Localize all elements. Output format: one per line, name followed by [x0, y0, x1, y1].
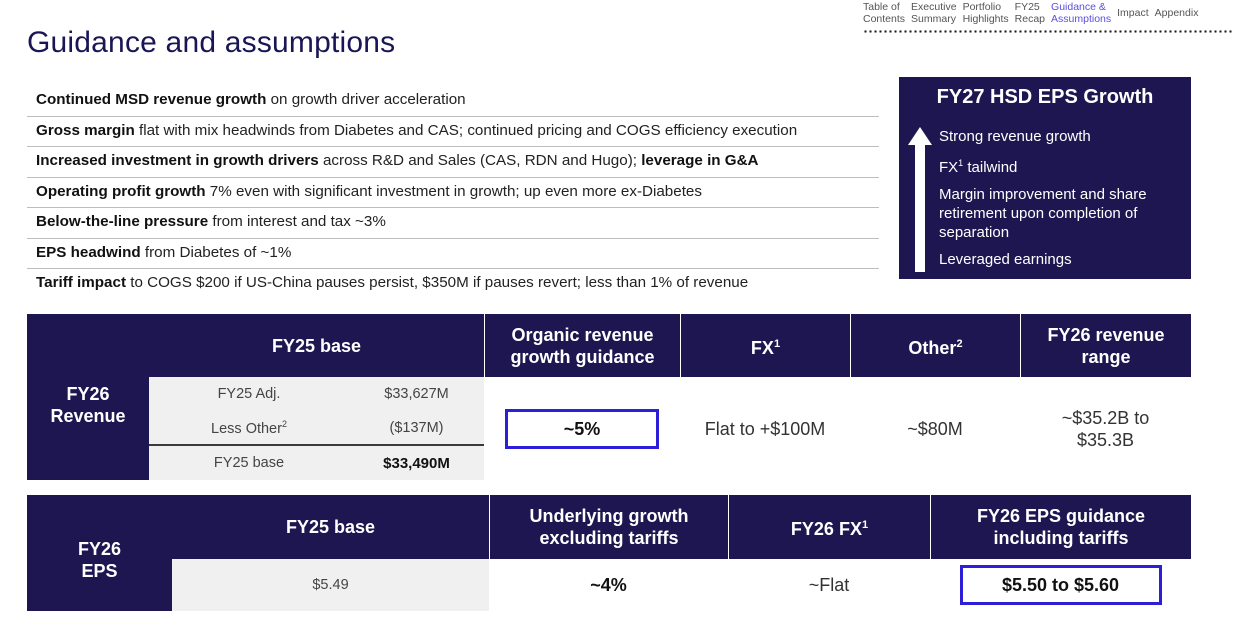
eps-fx-value: ~Flat: [808, 574, 850, 595]
assumption-row: Continued MSD revenue growth on growth d…: [27, 86, 879, 117]
nav-item-executive-summary[interactable]: Executive Summary: [911, 1, 957, 25]
eps-guidance-highlight: $5.50 to $5.60: [959, 565, 1162, 605]
assumption-row: Below-the-line pressure from interest an…: [27, 208, 879, 239]
revenue-header-fy25-base: FY25 base: [149, 314, 484, 377]
growth-box-title: FY27 HSD EPS Growth: [936, 86, 1154, 108]
nav-item-appendix[interactable]: Appendix: [1154, 7, 1199, 19]
base-row-total: FY25 base $33,490M: [149, 444, 484, 480]
revenue-organic-cell: ~5%: [484, 377, 680, 480]
growth-item: Strong revenue growth: [939, 128, 1091, 145]
growth-item: FX1 tailwind: [939, 158, 1018, 176]
growth-item: Margin improvement and share retirement …: [939, 186, 1147, 241]
up-arrow-icon: [908, 127, 932, 272]
eps-underlying-value: ~4%: [590, 574, 627, 595]
nav-item-guidance-assumptions[interactable]: Guidance & Assumptions: [1051, 1, 1112, 25]
assumption-row: Increased investment in growth drivers a…: [27, 147, 879, 178]
assumption-row: Tariff impact to COGS $200 if US-China p…: [36, 274, 749, 291]
organic-growth-highlight: ~5%: [505, 408, 659, 449]
revenue-other-value: ~$80M: [907, 418, 963, 439]
top-nav: Table of Contents Executive Summary Portfo…: [863, 1, 1235, 35]
eps-header-underlying: Underlying growth excluding tariffs: [489, 495, 728, 559]
fy27-eps-growth-box: FY27 HSD EPS Growth Strong revenue growt…: [899, 77, 1191, 279]
revenue-header-other: Other2: [850, 314, 1020, 377]
assumptions-list: Continued MSD revenue growth on growth d…: [27, 86, 879, 300]
assumption-row: EPS headwind from Diabetes of ~1%: [27, 239, 879, 269]
revenue-header-fx: FX1: [680, 314, 850, 377]
nav-item-table-of-contents[interactable]: Table of Contents: [863, 1, 906, 25]
nav-item-impact[interactable]: Impact: [1117, 7, 1149, 19]
revenue-header-range: FY26 revenue range: [1020, 314, 1191, 377]
eps-base-value: $5.49: [172, 559, 489, 611]
nav-item-fy25-recap[interactable]: FY25 Recap: [1014, 1, 1046, 25]
growth-item: Leveraged earnings: [939, 251, 1072, 268]
eps-guidance-cell: $5.50 to $5.60: [930, 559, 1191, 611]
revenue-range-value: ~$35.2B to $35.3B: [1061, 407, 1150, 450]
base-row-less-other: Less Other2 ($137M): [211, 419, 444, 437]
revenue-fx-value: Flat to +$100M: [704, 418, 826, 439]
eps-row-label: FY26 EPS: [27, 495, 172, 611]
assumption-row: Gross margin flat with mix headwinds fro…: [27, 117, 879, 147]
page-title: Guidance and assumptions: [27, 26, 396, 59]
base-row-adj: FY25 Adj. $33,627M: [217, 386, 449, 402]
eps-header-fx: FY26 FX1: [728, 495, 930, 559]
nav-item-portfolio-highlights[interactable]: Portfolio Highlights: [962, 1, 1009, 25]
nav-dotted-divider: [863, 30, 1233, 33]
revenue-guidance-table: FY25 base Organic revenue growth guidance…: [27, 314, 1191, 480]
revenue-header-organic: Organic revenue growth guidance: [484, 314, 680, 377]
eps-header-fy25-base: FY25 base: [172, 495, 489, 559]
eps-header-guidance: FY26 EPS guidance including tariffs: [930, 495, 1191, 559]
revenue-row-label: FY26 Revenue: [27, 314, 149, 480]
revenue-base-block: FY25 Adj. $33,627M Less Other2 ($137M) FY2…: [149, 377, 484, 480]
assumption-row: Operating profit growth 7% even with sig…: [27, 178, 879, 208]
eps-guidance-table: FY26 EPS FY25 base Underlying growth exclu…: [27, 495, 1191, 611]
